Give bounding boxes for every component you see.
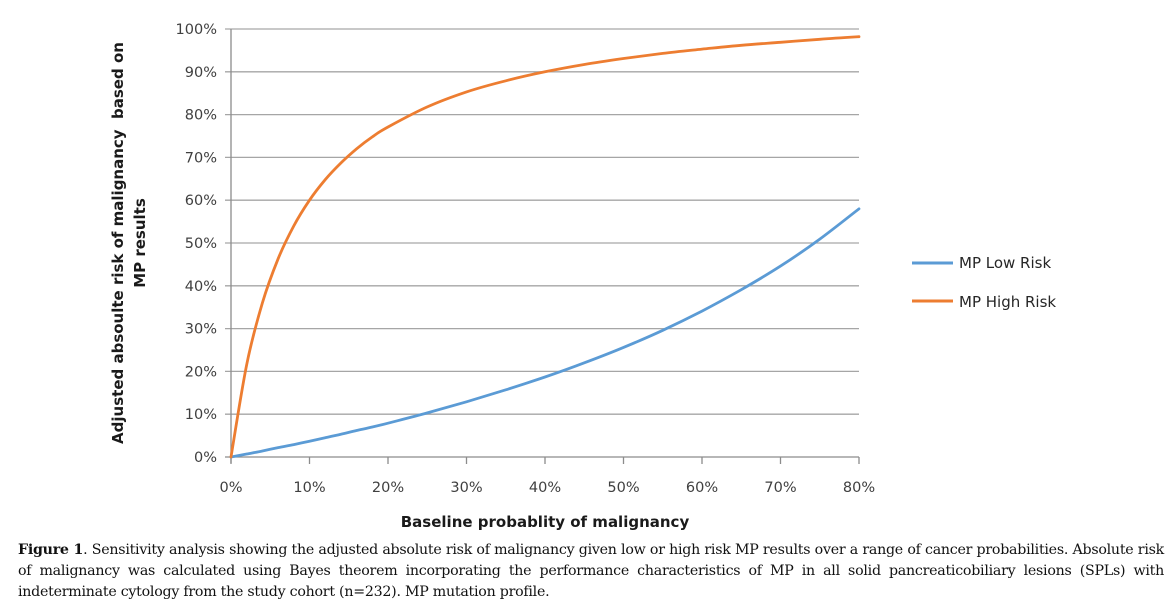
x-tick-label: 0%	[219, 480, 242, 496]
x-axis-title: Baseline probablity of malignancy	[401, 513, 690, 531]
caption-label: Figure 1	[18, 542, 84, 558]
y-tick-label: 30%	[185, 322, 217, 338]
series-line-high-risk	[229, 35, 861, 459]
y-tick-label: 80%	[185, 108, 217, 124]
x-tick-label: 50%	[607, 480, 639, 496]
y-axis-title-line-2: MP results	[131, 198, 149, 288]
y-tick-label: 90%	[185, 65, 217, 81]
x-tick-label: 20%	[372, 480, 404, 496]
x-tick-label: 30%	[450, 480, 482, 496]
figure-caption: Figure 1. Sensitivity analysis showing t…	[18, 540, 1164, 603]
y-tick-label: 20%	[185, 364, 217, 380]
x-axis-ticks: 0% 10% 20% 30% 40% 50% 60% 70% 80%	[219, 480, 875, 496]
y-tick-label: 10%	[185, 407, 217, 423]
line-chart: 0% 10% 20% 30% 40% 50% 60% 70% 80% 90% 100% 0% 10% 2…	[109, 22, 1056, 531]
legend-label-high-risk: MP High Risk	[959, 293, 1056, 311]
y-tick-label: 100%	[176, 22, 217, 38]
y-axis-ticks: 0% 10% 20% 30% 40% 50% 60% 70% 80% 90% 100%	[176, 22, 217, 466]
x-tick-label: 70%	[764, 480, 796, 496]
x-tick-label: 80%	[843, 480, 875, 496]
legend-label-low-risk: MP Low Risk	[959, 254, 1051, 272]
x-axis	[230, 29, 860, 464]
series-lines	[229, 35, 861, 459]
series-line-low-risk	[229, 207, 861, 459]
x-tick-label: 40%	[529, 480, 561, 496]
y-axis-title-line-1: Adjusted absoulte risk of malignancy bas…	[109, 42, 127, 444]
y-tick-label: 0%	[194, 450, 217, 466]
y-tick-label: 60%	[185, 193, 217, 209]
gridlines	[225, 28, 859, 458]
caption-text: . Sensitivity analysis showing the adjus…	[18, 542, 1164, 600]
y-tick-label: 70%	[185, 150, 217, 166]
y-tick-label: 50%	[185, 236, 217, 252]
x-tick-label: 10%	[293, 480, 325, 496]
x-tick-label: 60%	[686, 480, 718, 496]
legend: MP Low Risk MP High Risk	[912, 254, 1056, 311]
y-tick-label: 40%	[185, 279, 217, 295]
